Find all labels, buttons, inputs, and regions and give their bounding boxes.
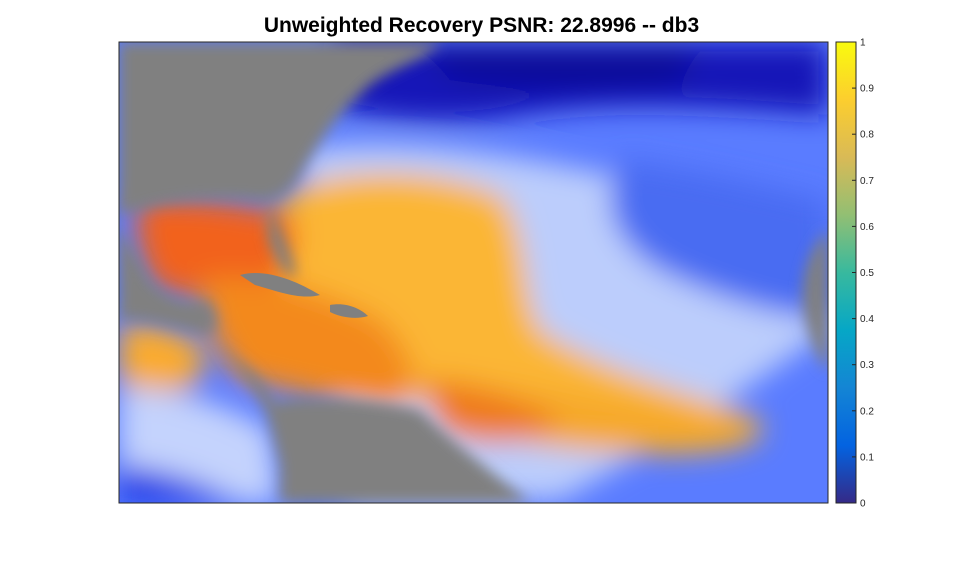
chart-title: Unweighted Recovery PSNR: 22.8996 -- db3 [263,14,700,37]
florida-land [268,205,296,276]
colorbar-ticks: 0 0.1 0.2 0.3 0.4 0.5 0.6 0.7 0.8 0.9 1 [852,38,874,510]
north-america-land [119,42,440,215]
colorbar-tick-label: 0 [860,499,866,510]
east-atlantic-blue [610,160,828,320]
map-axes [119,42,828,503]
colorbar-tick-label: 0.5 [860,268,874,279]
colorbar-tick-label: 0.4 [860,314,874,325]
hispaniola-island [330,304,368,318]
colorbar-tick-label: 0.1 [860,452,874,463]
africa-land [803,230,828,372]
colorbar-fill [836,42,856,503]
colorbar-tick-label: 0.8 [860,130,874,141]
pacific-blue [119,465,240,503]
pacific-warm [119,323,204,390]
south-caribbean-orange [420,380,560,443]
axes-frame [118,41,829,504]
colorbar-tick-label: 0.3 [860,360,874,371]
cuba-island [240,272,320,297]
yucatan-land [119,225,217,335]
gulf-of-mexico [136,198,294,297]
colorbar-tick-label: 0.2 [860,406,874,417]
temperature-field [119,42,828,503]
colorbar-tick-label: 1 [860,38,866,49]
colorbar-tick-label: 0.9 [860,84,874,95]
south-america-land [280,398,530,503]
colorbar: 0 0.1 0.2 0.3 0.4 0.5 0.6 0.7 0.8 0.9 1 [835,38,874,510]
land-masks [119,42,828,503]
colorbar-tick-label: 0.6 [860,222,874,233]
colorbar-tick-label: 0.7 [860,176,874,187]
north-atlantic-dark [420,42,700,91]
